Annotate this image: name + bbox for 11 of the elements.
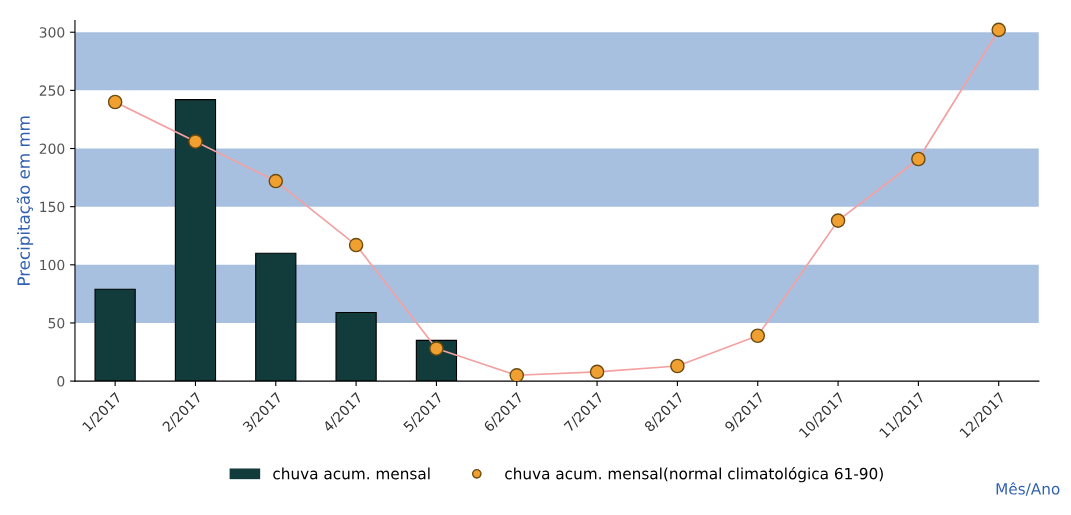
y-axis-title: Precipitação em mm <box>16 116 34 285</box>
y-tick-label: 150 <box>40 201 65 213</box>
legend-label: chuva acum. mensal(normal climatológica 61-90) <box>505 466 883 483</box>
y-tick-label: 0 <box>57 376 65 387</box>
y-tick-label: 200 <box>39 143 65 154</box>
y-tick-label: 300 <box>39 27 65 38</box>
y-tick-label: 100 <box>40 259 65 271</box>
legend-label: chuva acum. mensal <box>273 467 430 480</box>
y-tick-label: 250 <box>39 85 65 96</box>
y-tick-label: 50 <box>48 317 65 329</box>
x-axis-title: Mês/Ano <box>996 482 1060 496</box>
